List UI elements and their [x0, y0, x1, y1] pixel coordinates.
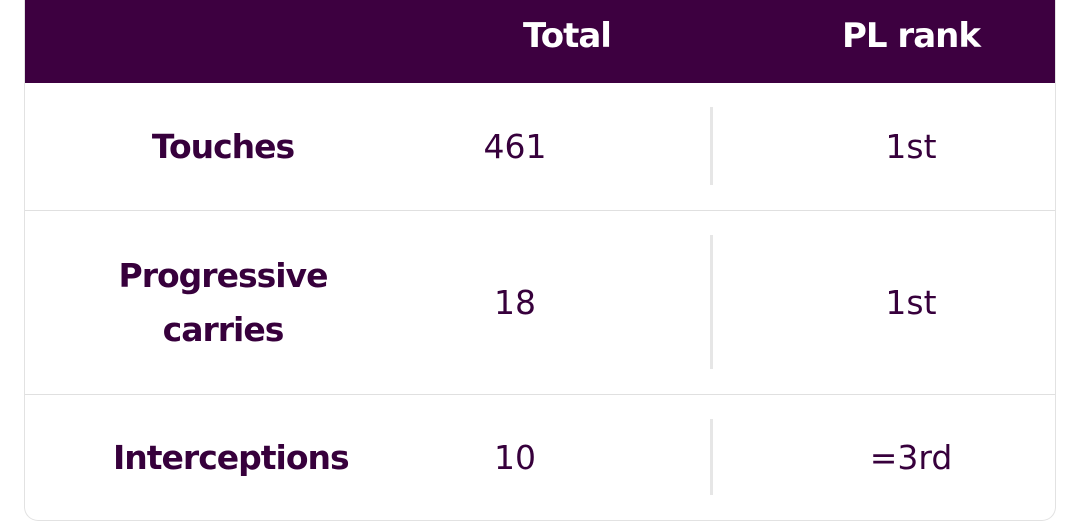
row-label: Progressive carries [73, 211, 373, 394]
column-divider [710, 419, 713, 495]
row-label: Touches [73, 83, 373, 210]
total-value: 10 [494, 438, 536, 477]
table-row: Progressive carries 18 1st [25, 211, 1055, 395]
rank-value: =3rd [869, 438, 953, 477]
total-value: 461 [483, 127, 547, 166]
row-label-text: Progressive carries [118, 255, 329, 349]
column-divider [710, 235, 713, 369]
header-cell: PL rank [842, 16, 981, 56]
rank-value: 1st [885, 127, 937, 166]
table-row: Interceptions 10 =3rd [25, 395, 1055, 520]
row-label-text: Interceptions [113, 437, 350, 477]
header-cell: Total [523, 16, 612, 56]
total-value: 18 [494, 283, 536, 322]
row-label-text: Touches [151, 126, 295, 166]
table-row: Touches 461 1st [25, 83, 1055, 211]
column-divider [710, 107, 713, 185]
table-header: Total PL rank [25, 0, 1055, 83]
row-label: Interceptions [73, 395, 373, 520]
stats-table: Total PL rank Touches 461 1st Progressive c… [24, 0, 1056, 521]
rank-value: 1st [885, 283, 937, 322]
